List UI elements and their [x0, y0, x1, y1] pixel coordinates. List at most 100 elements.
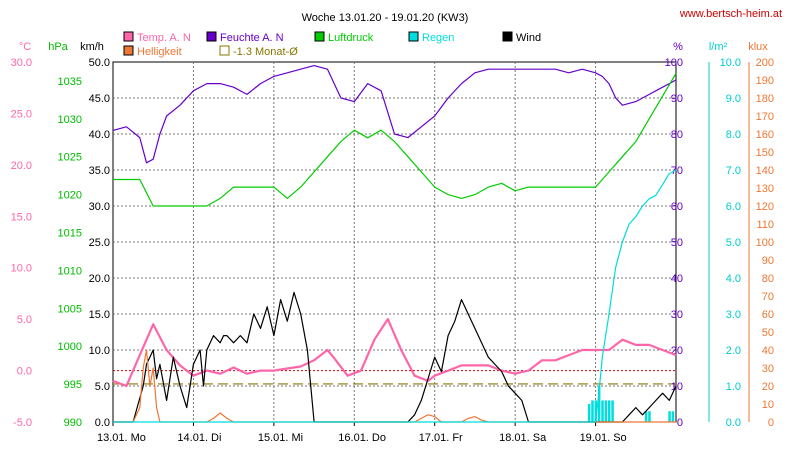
source-label: www.bertsch-heim.at [679, 8, 782, 20]
series-line-regen [113, 169, 677, 423]
tick-label-pct: 90 [671, 93, 683, 105]
x-day-label: 17.01. Fr [419, 432, 463, 444]
legend-label: -1.3 Monat-Ø [233, 46, 298, 58]
tick-label-klux: 120 [756, 201, 774, 213]
rain-bar [597, 386, 601, 422]
axis-unit-hpa: hPa [48, 41, 68, 53]
tick-label-pct: 0 [677, 417, 683, 429]
legend-swatch [123, 31, 134, 42]
tick-label-klux: 150 [756, 147, 774, 159]
x-day-label: 13.01. Mo [97, 432, 146, 444]
legend-label: Helligkeit [137, 46, 182, 58]
tick-label-klux: 100 [756, 237, 774, 249]
tick-label-pct: 40 [671, 273, 683, 285]
series-line-temp-a-n [112, 318, 677, 388]
rain-bar [601, 400, 604, 422]
rain-bar [648, 411, 651, 422]
tick-label-pct: 80 [671, 129, 683, 141]
tick-label-hpa: 1005 [58, 303, 82, 315]
rain-bar [671, 411, 675, 422]
tick-label-klux: 110 [756, 219, 774, 231]
tick-label-lm2: 10.0 [720, 57, 741, 69]
tick-label-hpa: 1010 [58, 265, 82, 277]
tick-label-klux: 140 [756, 165, 774, 177]
tick-label-klux: 10 [762, 399, 774, 411]
rain-bar [668, 411, 671, 422]
tick-label-klux: 170 [756, 111, 774, 123]
axis-unit-lm2: l/m² [709, 41, 728, 53]
tick-label-pct: 60 [671, 201, 683, 213]
rain-bar [594, 400, 598, 422]
tick-label-temp: 10.0 [11, 263, 32, 275]
tick-label-hpa: 1035 [58, 76, 82, 88]
tick-label-lm2: 8.0 [726, 129, 741, 141]
x-day-label: 18.01. Sa [499, 432, 547, 444]
tick-label-pct: 100 [665, 57, 683, 69]
tick-label-pct: 10 [671, 381, 683, 393]
tick-label-kmh: 0.0 [95, 417, 110, 429]
tick-label-klux: 200 [756, 57, 774, 69]
legend-swatch [314, 31, 325, 42]
tick-label-lm2: 3.0 [726, 309, 741, 321]
tick-label-klux: 160 [756, 129, 774, 141]
legend-swatch [502, 31, 513, 42]
tick-label-temp: 20.0 [11, 160, 32, 172]
legend-swatch [123, 45, 134, 56]
legend-label: Luftdruck [328, 32, 374, 44]
tick-label-lm2: 0.0 [726, 417, 741, 429]
tick-label-klux: 60 [762, 309, 774, 321]
legend-label: Feuchte A. N [220, 32, 284, 44]
tick-label-klux: 80 [762, 273, 774, 285]
tick-label-pct: 20 [671, 345, 683, 357]
chart-title: Woche 13.01.20 - 19.01.20 (KW3) [302, 12, 469, 24]
tick-label-hpa: 990 [64, 417, 82, 429]
legend-label: Temp. A. N [137, 32, 191, 44]
tick-label-kmh: 50.0 [89, 57, 110, 69]
x-day-label: 14.01. Di [177, 432, 221, 444]
tick-label-kmh: 20.0 [89, 273, 110, 285]
tick-label-temp: 15.0 [11, 211, 32, 223]
tick-label-hpa: 1025 [58, 152, 82, 164]
tick-label-hpa: 1015 [58, 228, 82, 240]
tick-label-kmh: 35.0 [89, 165, 110, 177]
tick-label-temp: 25.0 [11, 108, 32, 120]
tick-label-kmh: 40.0 [89, 129, 110, 141]
tick-label-temp: 0.0 [17, 366, 32, 378]
tick-label-klux: 190 [756, 75, 774, 87]
tick-label-lm2: 1.0 [726, 381, 741, 393]
tick-label-lm2: 5.0 [726, 237, 741, 249]
rain-bar [611, 400, 614, 422]
tick-label-kmh: 25.0 [89, 237, 110, 249]
tick-label-hpa: 1000 [58, 341, 82, 353]
tick-label-klux: 70 [762, 291, 774, 303]
rain-bar [591, 400, 594, 422]
tick-label-hpa: 995 [64, 379, 82, 391]
tick-label-klux: 0 [768, 417, 774, 429]
tick-label-klux: 180 [756, 93, 774, 105]
axis-unit-klux: klux [748, 41, 768, 53]
tick-label-hpa: 1020 [58, 190, 82, 202]
tick-label-pct: 70 [671, 165, 683, 177]
x-day-label: 16.01. Do [338, 432, 386, 444]
axis-unit-kmh: km/h [80, 41, 104, 53]
tick-label-klux: 130 [756, 183, 774, 195]
rain-bar [644, 411, 648, 422]
axis-unit-pct: % [673, 41, 683, 53]
tick-label-lm2: 4.0 [726, 273, 741, 285]
legend-label: Regen [422, 32, 454, 44]
legend-swatch [219, 45, 230, 56]
rain-bar [607, 400, 611, 422]
legend-swatch [408, 31, 419, 42]
axis-unit-temp: °C [19, 41, 31, 53]
rain-bar [604, 400, 608, 422]
tick-label-hpa: 1030 [58, 114, 82, 126]
x-day-label: 15.01. Mi [258, 432, 303, 444]
tick-label-lm2: 6.0 [726, 201, 741, 213]
tick-label-temp: -5.0 [13, 417, 32, 429]
legend-label: Wind [516, 32, 541, 44]
tick-label-temp: 5.0 [17, 314, 32, 326]
tick-label-kmh: 10.0 [89, 345, 110, 357]
x-day-label: 19.01. So [580, 432, 627, 444]
tick-label-kmh: 30.0 [89, 201, 110, 213]
